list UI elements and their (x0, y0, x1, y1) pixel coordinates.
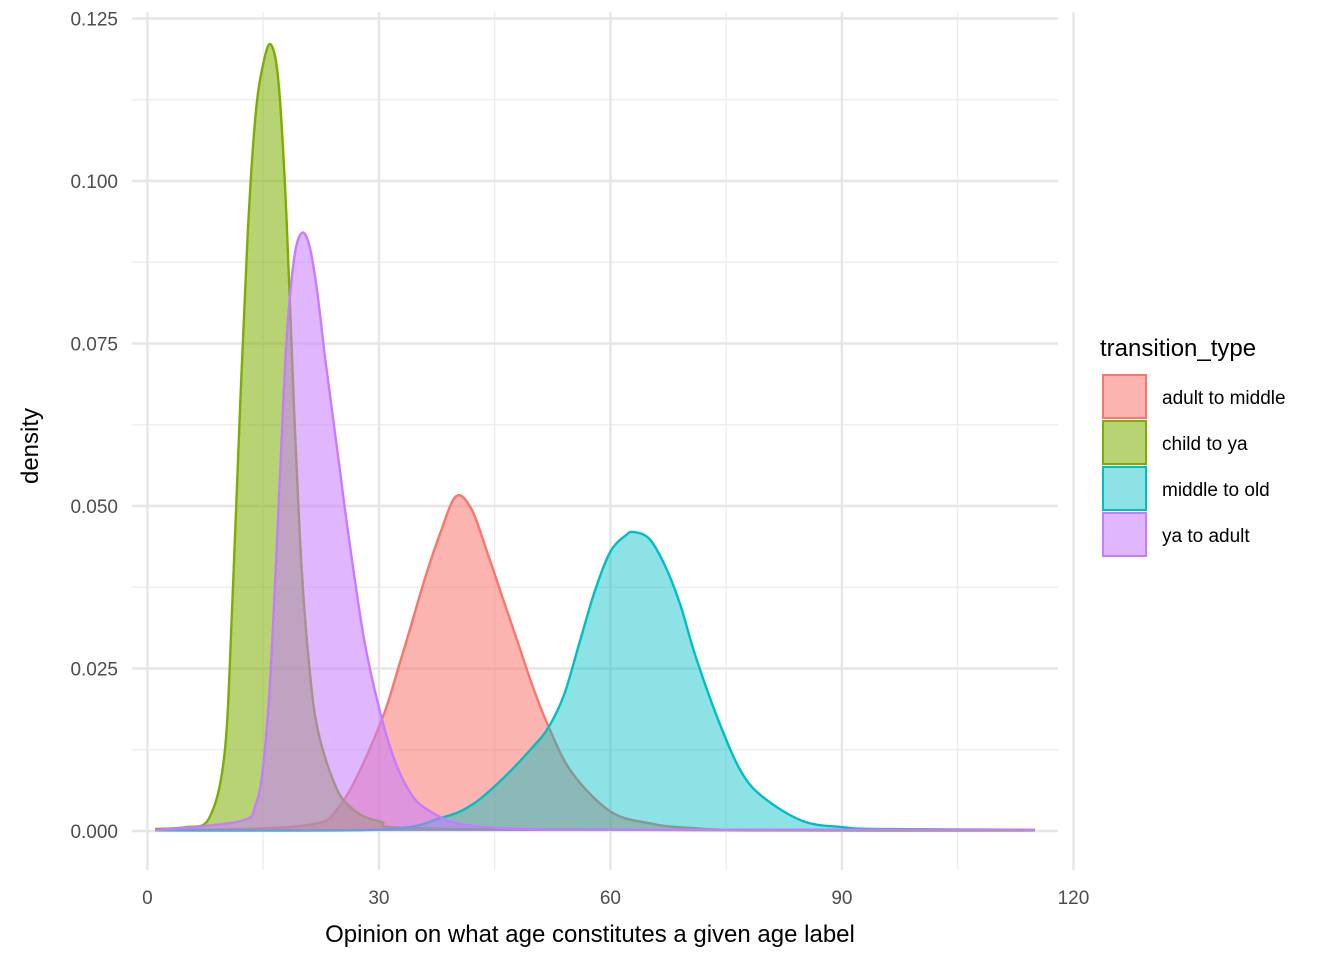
y-tick-label: 0.075 (70, 335, 118, 356)
legend-key-ya-to-adult (1102, 512, 1147, 557)
x-tick-label: 120 (1058, 888, 1090, 909)
legend-label-child-to-ya: child to ya (1162, 434, 1248, 455)
density-areas (155, 42, 1035, 832)
legend-title: transition_type (1100, 335, 1256, 362)
y-tick-label: 0.100 (70, 172, 118, 193)
y-tick-label: 0.025 (70, 660, 118, 681)
x-tick-label: 30 (368, 888, 389, 909)
x-axis-ticks: 0 30 60 90 120 (142, 888, 1089, 909)
y-tick-label: 0.125 (70, 10, 118, 31)
density-fill-ya-to-adult (155, 232, 1035, 831)
x-tick-label: 90 (831, 888, 852, 909)
legend-items: adult to middle child to ya middle to old y… (1102, 374, 1286, 557)
legend-label-adult-to-middle: adult to middle (1162, 388, 1286, 409)
y-axis-ticks: 0.000 0.025 0.050 0.075 0.100 0.125 (70, 10, 118, 844)
grid-major (132, 12, 1075, 870)
density-line-middle-to-old (155, 530, 1035, 832)
y-tick-label: 0.000 (70, 822, 118, 843)
legend: transition_type adult to middle child to … (1100, 335, 1286, 557)
density-line-ya-to-adult (155, 231, 1035, 832)
x-axis-title: Opinion on what age constitutes a given … (325, 921, 855, 948)
x-tick-label: 60 (600, 888, 621, 909)
density-fill-child-to-ya (155, 43, 1035, 832)
density-fill-middle-to-old (155, 531, 1035, 831)
legend-label-ya-to-adult: ya to adult (1162, 526, 1250, 547)
y-tick-label: 0.050 (70, 497, 118, 518)
legend-key-adult-to-middle (1102, 374, 1147, 419)
legend-key-child-to-ya (1102, 420, 1147, 465)
legend-key-middle-to-old (1102, 466, 1147, 511)
x-tick-label: 0 (142, 888, 153, 909)
y-axis-title: density (17, 408, 44, 484)
legend-label-middle-to-old: middle to old (1162, 480, 1270, 501)
